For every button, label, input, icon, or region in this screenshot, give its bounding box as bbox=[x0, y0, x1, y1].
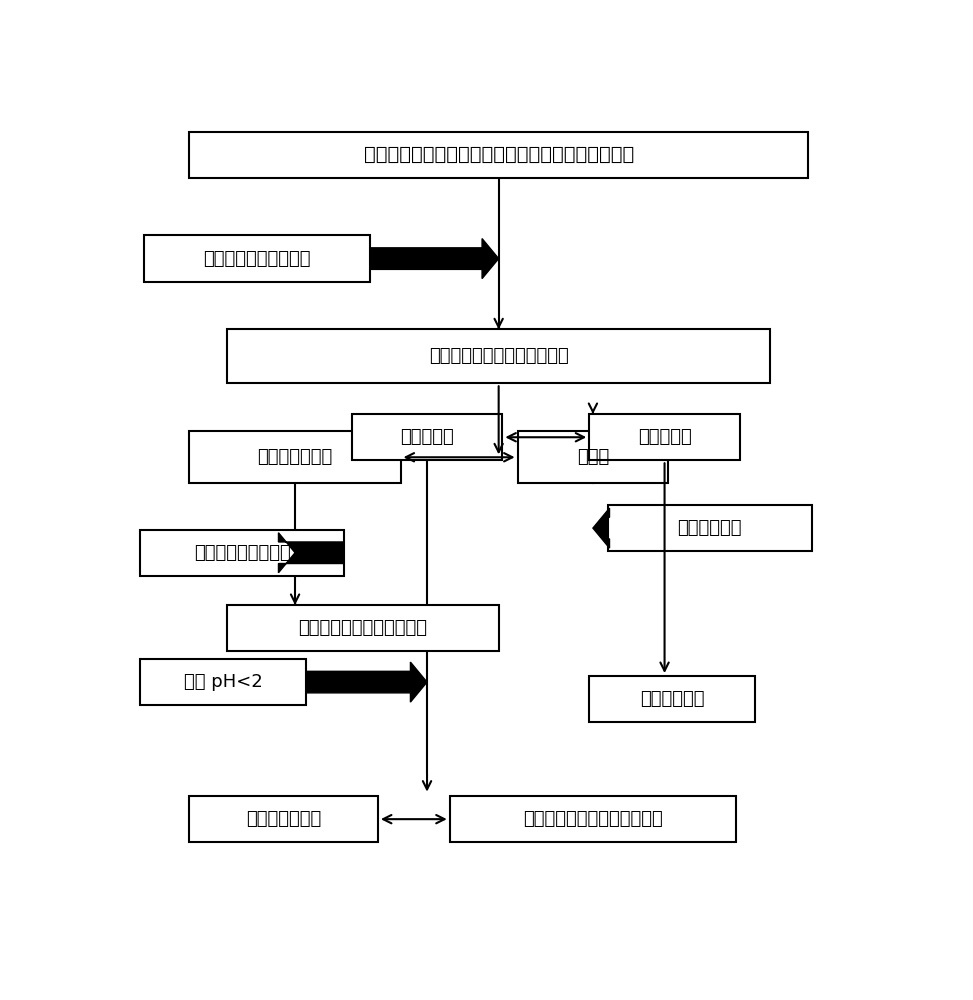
Text: 添加新鲜多聚物溶液: 添加新鲜多聚物溶液 bbox=[194, 544, 291, 562]
Polygon shape bbox=[593, 508, 609, 548]
FancyBboxPatch shape bbox=[190, 431, 401, 483]
Text: 上清液: 上清液 bbox=[577, 448, 609, 466]
Text: 木质纤维素沉淀: 木质纤维素沉淀 bbox=[258, 448, 333, 466]
FancyBboxPatch shape bbox=[518, 431, 668, 483]
FancyBboxPatch shape bbox=[190, 132, 808, 178]
FancyBboxPatch shape bbox=[228, 329, 771, 383]
FancyBboxPatch shape bbox=[589, 676, 755, 722]
FancyBboxPatch shape bbox=[190, 796, 378, 842]
Text: 调节 pH<2: 调节 pH<2 bbox=[184, 673, 263, 691]
FancyBboxPatch shape bbox=[140, 659, 306, 705]
Text: 直接乙醇发酵: 直接乙醇发酵 bbox=[640, 690, 704, 708]
FancyBboxPatch shape bbox=[589, 414, 740, 460]
Polygon shape bbox=[371, 239, 499, 279]
Text: 下一轮酶法水解木质纤维素: 下一轮酶法水解木质纤维素 bbox=[299, 619, 427, 637]
Text: 多聚物浓相: 多聚物浓相 bbox=[400, 428, 453, 446]
FancyBboxPatch shape bbox=[140, 530, 344, 576]
Text: 多聚物稀相: 多聚物稀相 bbox=[637, 428, 692, 446]
FancyBboxPatch shape bbox=[450, 796, 737, 842]
Text: 新鲜木质纤维素吸附纤维素酶: 新鲜木质纤维素吸附纤维素酶 bbox=[429, 347, 568, 365]
FancyBboxPatch shape bbox=[608, 505, 811, 551]
Text: 蒸发、溶解、循环利用多聚物: 蒸发、溶解、循环利用多聚物 bbox=[523, 810, 663, 828]
FancyBboxPatch shape bbox=[351, 414, 502, 460]
Text: 添加多聚物或非离子表面活性剂强化酶解木质纤维素: 添加多聚物或非离子表面活性剂强化酶解木质纤维素 bbox=[364, 145, 633, 164]
FancyBboxPatch shape bbox=[228, 605, 499, 651]
Text: 添加新鲜的木质纤维素: 添加新鲜的木质纤维素 bbox=[203, 250, 311, 268]
Text: 回收木质素沉淀: 回收木质素沉淀 bbox=[246, 810, 321, 828]
Polygon shape bbox=[306, 662, 427, 702]
FancyBboxPatch shape bbox=[144, 235, 371, 282]
Polygon shape bbox=[278, 533, 344, 573]
Text: 升高反应温度: 升高反应温度 bbox=[677, 519, 742, 537]
